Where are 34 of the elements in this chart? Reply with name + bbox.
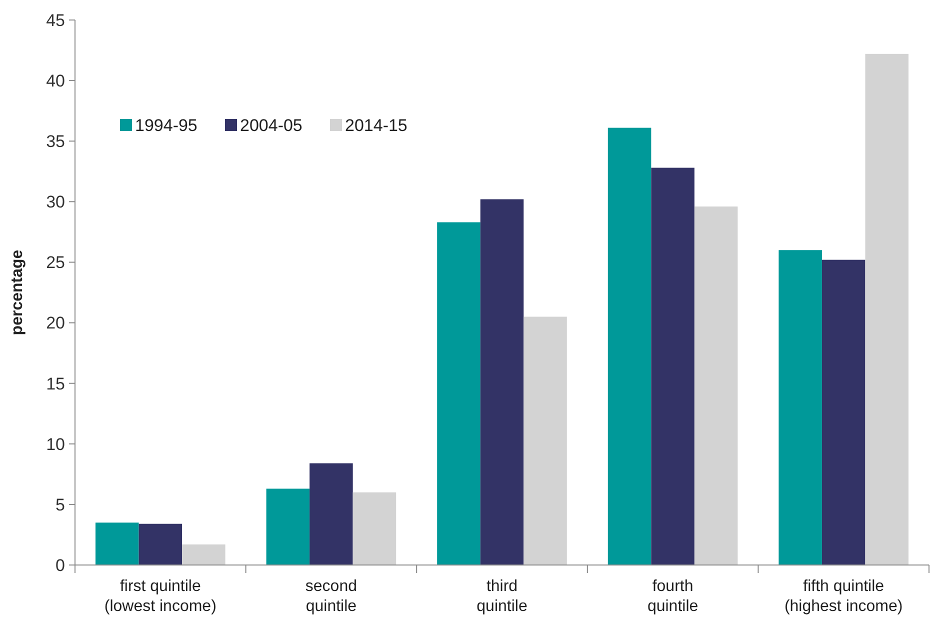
- x-tick-label: third quintile: [476, 578, 528, 615]
- legend-label: 1994-95: [135, 116, 198, 135]
- y-tick-label: 25: [46, 253, 65, 272]
- bar: [266, 488, 310, 565]
- y-tick-label: 0: [56, 556, 65, 575]
- bar: [608, 128, 652, 565]
- bar: [182, 544, 226, 565]
- legend-label: 2014-15: [345, 116, 408, 135]
- y-tick-label: 35: [46, 132, 65, 152]
- bar: [524, 316, 567, 565]
- y-tick-label: 5: [56, 495, 65, 514]
- bar: [480, 199, 524, 565]
- x-tick-label: fifth quintile (highest income): [784, 578, 903, 615]
- bar: [95, 522, 139, 565]
- bar: [651, 168, 694, 565]
- x-tick-label: first quintile (lowest income): [104, 578, 216, 615]
- y-tick-label: 15: [46, 374, 65, 394]
- bar: [352, 492, 396, 565]
- x-tick-label: second quintile: [305, 578, 357, 615]
- x-tick-label: fourth quintile: [647, 578, 698, 615]
- bar: [865, 54, 909, 565]
- y-tick-label: 20: [46, 314, 65, 333]
- y-axis-title: percentage: [9, 250, 26, 336]
- bar: [138, 524, 182, 565]
- y-tick-label: 40: [46, 72, 65, 91]
- bar: [694, 206, 738, 565]
- bar: [310, 463, 353, 565]
- bar: [778, 250, 822, 565]
- y-tick-label: 45: [46, 10, 65, 30]
- bar: [822, 260, 866, 565]
- bar: [437, 222, 480, 565]
- y-tick-label: 30: [46, 192, 65, 212]
- legend-label: 2004-05: [240, 116, 302, 135]
- y-tick-label: 10: [46, 434, 65, 454]
